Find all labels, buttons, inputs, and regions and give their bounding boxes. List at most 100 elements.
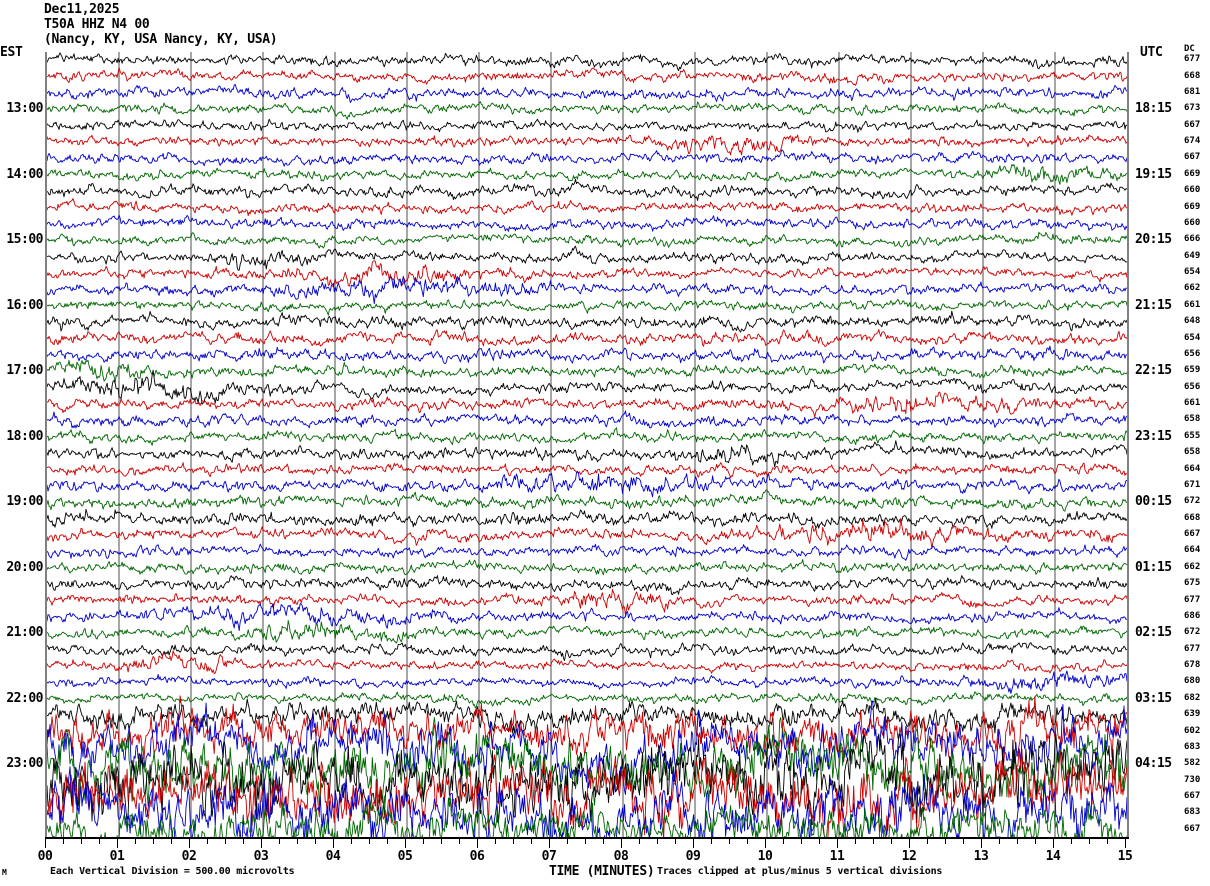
x-axis-minor-tick xyxy=(531,838,532,844)
est-hour-label: 16:00 xyxy=(6,297,43,313)
x-axis-minor-tick xyxy=(225,838,226,844)
x-axis-major-tick xyxy=(765,838,766,848)
x-axis-tick-label: 07 xyxy=(541,849,557,864)
dc-value: 683 xyxy=(1184,807,1201,818)
dc-value: 661 xyxy=(1184,299,1201,310)
dc-value: 656 xyxy=(1184,348,1201,359)
dc-value: 680 xyxy=(1184,676,1201,687)
dc-value: 664 xyxy=(1184,545,1201,556)
record-date: Dec11,2025 xyxy=(44,2,120,17)
x-axis-tick-label: 14 xyxy=(1045,849,1061,864)
x-axis-major-tick xyxy=(333,838,334,848)
x-axis-minor-tick xyxy=(297,838,298,844)
est-hour-label: 21:00 xyxy=(6,625,43,641)
est-hour-label: 17:00 xyxy=(6,363,43,379)
dc-value: 681 xyxy=(1184,86,1201,97)
utc-hour-label: 00:15 xyxy=(1135,494,1172,510)
x-axis-minor-tick xyxy=(639,838,640,844)
est-hour-label: 20:00 xyxy=(6,559,43,575)
dc-value: 662 xyxy=(1184,283,1201,294)
x-axis-major-tick xyxy=(45,838,46,848)
est-hour-label: 14:00 xyxy=(6,166,43,182)
x-axis-minor-tick xyxy=(81,838,82,844)
x-axis-minor-tick xyxy=(315,838,316,844)
dc-value: 668 xyxy=(1184,70,1201,81)
dc-value: 669 xyxy=(1184,201,1201,212)
x-axis-minor-tick xyxy=(675,838,676,844)
x-axis-minor-tick xyxy=(855,838,856,844)
utc-hour-label: 19:15 xyxy=(1135,166,1172,182)
record-header: Dec11,2025 T50A HHZ N4 00 (Nancy, KY, US… xyxy=(44,2,278,47)
dc-value: 672 xyxy=(1184,496,1201,507)
x-axis-tick-label: 12 xyxy=(901,849,917,864)
dc-value: 678 xyxy=(1184,660,1201,671)
est-hour-label: 15:00 xyxy=(6,232,43,248)
x-axis-minor-tick xyxy=(873,838,874,844)
utc-hour-label: 23:15 xyxy=(1135,428,1172,444)
dc-value: 648 xyxy=(1184,316,1201,327)
x-axis-minor-tick xyxy=(207,838,208,844)
x-axis-tick-label: 08 xyxy=(613,849,629,864)
dc-value: 667 xyxy=(1184,529,1201,540)
corner-glyph: M xyxy=(2,868,7,877)
x-axis-minor-tick xyxy=(1017,838,1018,844)
x-axis-tick-label: 13 xyxy=(973,849,989,864)
x-axis-major-tick xyxy=(909,838,910,848)
x-axis-minor-tick xyxy=(369,838,370,844)
x-axis-minor-tick xyxy=(1107,838,1108,844)
x-axis-tick-label: 05 xyxy=(397,849,413,864)
x-axis-minor-tick xyxy=(423,838,424,844)
dc-value: 656 xyxy=(1184,381,1201,392)
x-axis-major-tick xyxy=(261,838,262,848)
dc-value: 658 xyxy=(1184,414,1201,425)
x-axis-minor-tick xyxy=(351,838,352,844)
x-axis-major-tick xyxy=(549,838,550,848)
x-axis-minor-tick xyxy=(729,838,730,844)
dc-value: 668 xyxy=(1184,512,1201,523)
x-axis-minor-tick xyxy=(1089,838,1090,844)
x-axis-ticks xyxy=(45,838,1129,848)
x-axis-minor-tick xyxy=(801,838,802,844)
dc-value: 671 xyxy=(1184,479,1201,490)
x-axis-minor-tick xyxy=(963,838,964,844)
x-axis-major-tick xyxy=(693,838,694,848)
x-axis-minor-tick xyxy=(135,838,136,844)
utc-hour-label: 04:15 xyxy=(1135,756,1172,772)
utc-hour-label: 20:15 xyxy=(1135,232,1172,248)
dc-value: 677 xyxy=(1184,643,1201,654)
dc-value: 682 xyxy=(1184,692,1201,703)
est-hour-label: 19:00 xyxy=(6,494,43,510)
dc-value: 673 xyxy=(1184,103,1201,114)
x-axis-tick-label: 02 xyxy=(181,849,197,864)
x-axis-line xyxy=(45,837,1129,839)
est-hour-label: 13:00 xyxy=(6,101,43,117)
x-axis-minor-tick xyxy=(153,838,154,844)
x-axis-minor-tick xyxy=(459,838,460,844)
x-axis-minor-tick xyxy=(657,838,658,844)
dc-value: 667 xyxy=(1184,119,1201,130)
x-axis-minor-tick xyxy=(99,838,100,844)
dc-column-header: DC xyxy=(1184,44,1195,54)
x-axis-minor-tick xyxy=(711,838,712,844)
dc-value: 683 xyxy=(1184,741,1201,752)
utc-hour-label: 18:15 xyxy=(1135,101,1172,117)
x-axis-minor-tick xyxy=(945,838,946,844)
x-axis-tick-label: 11 xyxy=(829,849,845,864)
dc-value: 669 xyxy=(1184,168,1201,179)
x-axis-major-tick xyxy=(981,838,982,848)
x-axis-minor-tick xyxy=(927,838,928,844)
dc-value: 654 xyxy=(1184,267,1201,278)
x-axis-tick-label: 09 xyxy=(685,849,701,864)
left-timezone-label: EST xyxy=(0,45,23,60)
x-axis-minor-tick xyxy=(171,838,172,844)
x-axis-major-tick xyxy=(189,838,190,848)
dc-value: 666 xyxy=(1184,234,1201,245)
helicorder-plot[interactable] xyxy=(45,52,1129,838)
x-axis-major-tick xyxy=(477,838,478,848)
dc-value: 730 xyxy=(1184,774,1201,785)
x-axis-tick-label: 04 xyxy=(325,849,341,864)
utc-hour-label: 03:15 xyxy=(1135,690,1172,706)
station-location: (Nancy, KY, USA Nancy, KY, USA) xyxy=(44,32,278,47)
x-axis-minor-tick xyxy=(1035,838,1036,844)
x-axis-tick-label: 10 xyxy=(757,849,773,864)
